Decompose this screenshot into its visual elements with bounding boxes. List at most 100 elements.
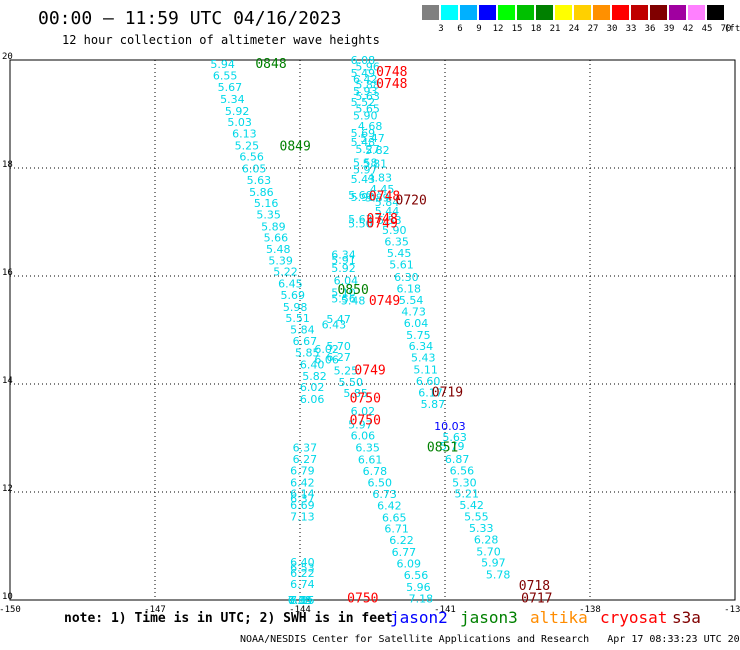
wave-height-value: 5.30 (452, 476, 477, 489)
y-tick-label: 10 (2, 592, 13, 602)
wave-height-value: 6.04 (404, 317, 429, 330)
footer-note: note: 1) Time is in UTC; 2) SWH is in fe… (64, 611, 393, 626)
wave-height-value: 5.81 (363, 158, 388, 171)
wave-height-value: 5.45 (387, 247, 412, 260)
wave-height-value: 5.42 (459, 499, 484, 512)
x-tick-label: -138 (579, 605, 601, 615)
wave-height-value: 5.52 (351, 96, 376, 109)
time-labels: 0848084907480748072007480748074908500749… (255, 57, 552, 607)
legend-swatch (479, 5, 496, 20)
legend-bin-label: 21 (549, 24, 561, 34)
pass-time-label: 0718 (519, 579, 550, 594)
wave-height-value: 6.18 (397, 282, 422, 295)
wave-height-value: 4.73 (401, 306, 426, 319)
wave-height-value: 6.40 (300, 359, 325, 372)
wave-height-value: 6.56 (404, 569, 429, 582)
wave-height-value: 6.67 (293, 335, 318, 348)
legend-swatch (517, 5, 534, 20)
satellite-altika: altika (530, 608, 588, 627)
pass-time-label: 0750 (350, 414, 381, 429)
wave-height-value: 6.02 (300, 381, 325, 394)
wave-height-value: 6.06 (351, 429, 376, 442)
wave-height-value: 5.47 (326, 313, 351, 326)
legend-bin-label: 9 (476, 24, 482, 34)
wave-height-value: 5.60 (348, 189, 373, 202)
wave-height-value: 5.87 (421, 398, 446, 411)
x-tick-label: -135 (724, 605, 740, 615)
wave-height-value: 5.11 (413, 363, 438, 376)
y-tick-label: 18 (2, 160, 13, 170)
wave-height-value: 6.40 (290, 556, 315, 569)
wave-height-value: 5.48 (351, 136, 376, 149)
legend-swatch (688, 5, 705, 20)
wave-height-value: 6.34 (409, 340, 434, 353)
wave-height-value: 5.82 (365, 144, 390, 157)
pass-time-label: 0749 (354, 364, 385, 379)
wave-height-value: 5.53 (377, 214, 402, 227)
legend-swatch (631, 5, 648, 20)
wave-height-value: 6.05 (242, 163, 267, 176)
pass-time-label: 0849 (280, 139, 311, 154)
wave-height-value: 5.63 (442, 431, 467, 444)
wave-height-value: 5.27 (355, 143, 380, 156)
wave-height-value: 5.44 (375, 205, 400, 218)
wave-height-value: 6.60 (416, 375, 441, 388)
wave-height-value: 5.25 (334, 365, 359, 378)
wave-height-value: 5.50 (339, 376, 364, 389)
wave-height-value: 6.87 (445, 453, 470, 466)
wave-height-value: 5.10 (331, 287, 356, 300)
wave-height-value: 5.70 (326, 340, 351, 353)
wave-height-value: 5.54 (399, 294, 424, 307)
legend-bin-label: 45 (701, 24, 713, 34)
wave-height-value: 6.78 (363, 465, 388, 478)
legend-swatch (669, 5, 686, 20)
wave-height-value: 6.55 (213, 70, 238, 83)
x-tick-label: -141 (434, 605, 456, 615)
plot-frame (9, 59, 736, 601)
legend-bin-label: 27 (587, 24, 599, 34)
wave-height-value: 5.48 (341, 294, 366, 307)
wave-height-value: 7.18 (409, 592, 434, 605)
x-tick-label: -147 (144, 605, 166, 615)
wave-height-value: 6.65 (382, 511, 407, 524)
legend-swatch (593, 5, 610, 20)
wave-height-value: 5.69 (351, 127, 376, 140)
wave-height-value: 6.85 (290, 594, 315, 607)
wave-height-value: 5.56 (331, 293, 356, 306)
pass-time-label: 0749 (369, 294, 400, 309)
wave-height-value: 5.03 (227, 116, 252, 129)
wave-height-value: 5.79 (440, 440, 465, 453)
pass-time-label: 0850 (338, 283, 369, 298)
wave-height-value: 6.42 (290, 476, 315, 489)
wave-height-value: 4.45 (370, 183, 395, 196)
satellite-jason2: jason2 (390, 608, 448, 627)
wave-height-value: 5.90 (351, 191, 376, 204)
wave-height-value: 5.98 (283, 301, 308, 314)
legend-swatch (574, 5, 591, 20)
pass-time-label: 0851 (427, 441, 458, 456)
legend-swatch (460, 5, 477, 20)
legend-swatch (498, 5, 515, 20)
y-tick-label: 20 (2, 52, 13, 62)
wave-height-value: 6.61 (358, 454, 383, 467)
wave-height-value: 6.56 (239, 151, 264, 164)
wave-height-value: 6.37 (293, 442, 318, 455)
wave-height-value: 5.39 (268, 254, 293, 267)
credit-line: NOAA/NESDIS Center for Satellite Applica… (240, 634, 740, 645)
wave-height-value: 6.06 (300, 393, 325, 406)
wave-height-value: 5.69 (281, 289, 306, 302)
wave-height-value: 6.34 (331, 248, 356, 261)
wave-height-value: 6.42 (377, 500, 402, 513)
chart-subtitle: 12 hour collection of altimeter wave hei… (62, 33, 380, 47)
wave-height-value: 6.02 (314, 343, 339, 356)
y-tick-label: 16 (2, 268, 13, 278)
wave-height-value: 6.79 (290, 464, 315, 477)
wave-height-value: 5.85 (343, 387, 368, 400)
legend-bin-label: 39 (663, 24, 675, 34)
wave-height-value: 5.61 (389, 259, 414, 272)
pass-time-label: 0748 (376, 65, 407, 80)
legend-bin-label: 36 (644, 24, 656, 34)
wave-height-value: 5.84 (375, 196, 400, 209)
axis-ticks: -150 -147 -144 -141 -138 -135 10 12 14 16 18 20 (0, 52, 740, 615)
